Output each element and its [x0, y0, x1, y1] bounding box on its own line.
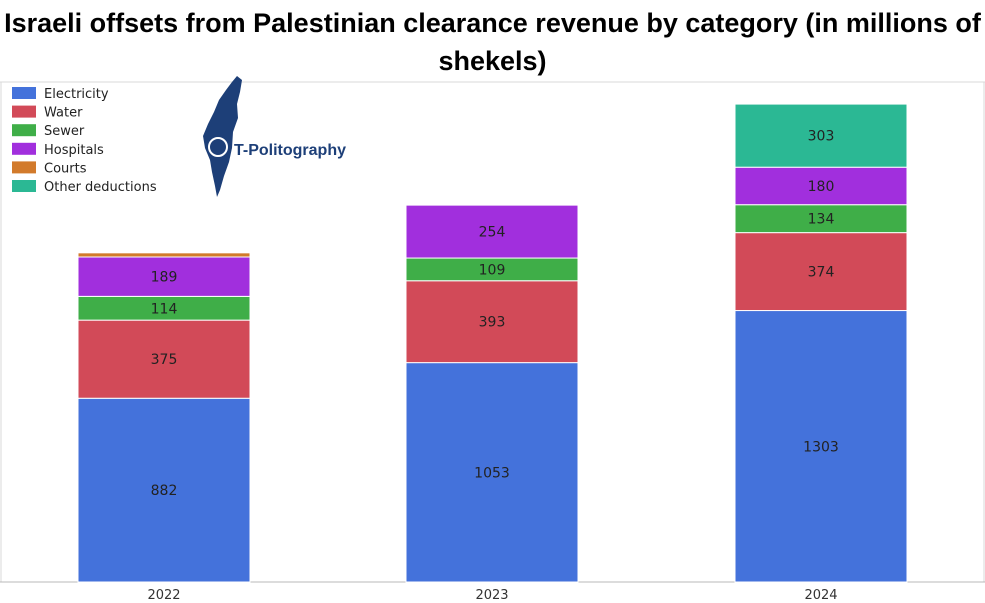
legend-label: Hospitals — [44, 143, 104, 158]
data-label: 189 — [151, 270, 178, 286]
bar-segment-hospitals-2023 — [405, 204, 579, 259]
bar-segment-courts-2022 — [77, 252, 251, 258]
logo: T-Politography — [203, 76, 346, 197]
bar-segment-hospitals-2024 — [734, 166, 908, 206]
data-label: 109 — [479, 262, 506, 278]
legend-label: Sewer — [44, 124, 85, 139]
legend-swatch — [12, 142, 36, 155]
data-label: 114 — [151, 301, 178, 317]
data-label: 254 — [479, 225, 506, 241]
logo-emblem-icon — [208, 137, 228, 157]
israel-map-logo-icon — [203, 76, 242, 197]
bar-segment-electricity-2023 — [405, 362, 579, 583]
data-label: 1053 — [474, 465, 510, 481]
legend-swatch — [12, 180, 36, 192]
bar-segment-other-deductions-2024 — [734, 103, 908, 168]
data-label: 180 — [808, 179, 835, 195]
data-label: 393 — [479, 315, 506, 331]
legend-swatch — [12, 105, 36, 118]
bar-segment-water-2022 — [77, 319, 251, 399]
legend-swatch — [12, 161, 36, 174]
bar-segment-hospitals-2022 — [77, 256, 251, 297]
bar-segment-electricity-2024 — [734, 310, 908, 583]
bar-segment-water-2024 — [734, 232, 908, 312]
data-label: 303 — [808, 129, 835, 145]
legend-swatch — [12, 87, 36, 99]
data-label: 882 — [151, 483, 178, 499]
logo-text: T-Politography — [234, 142, 346, 159]
data-label: 1303 — [803, 439, 839, 455]
bar-segment-water-2023 — [405, 280, 579, 364]
legend-label: Courts — [44, 161, 87, 176]
legend-label: Water — [44, 106, 83, 121]
x-tick-label: 2023 — [475, 588, 508, 603]
data-label: 375 — [151, 352, 178, 368]
data-label: 134 — [808, 212, 835, 228]
x-tick-label: 2024 — [804, 588, 837, 603]
chart-title: Israeli offsets from Palestinian clearan… — [4, 8, 981, 76]
bar-segment-sewer-2024 — [734, 204, 908, 234]
legend-label: Electricity — [44, 87, 109, 102]
legend-label: Other deductions — [44, 180, 157, 195]
legend-swatch — [12, 124, 36, 137]
data-label: 374 — [808, 265, 835, 281]
x-tick-label: 2022 — [147, 588, 180, 603]
